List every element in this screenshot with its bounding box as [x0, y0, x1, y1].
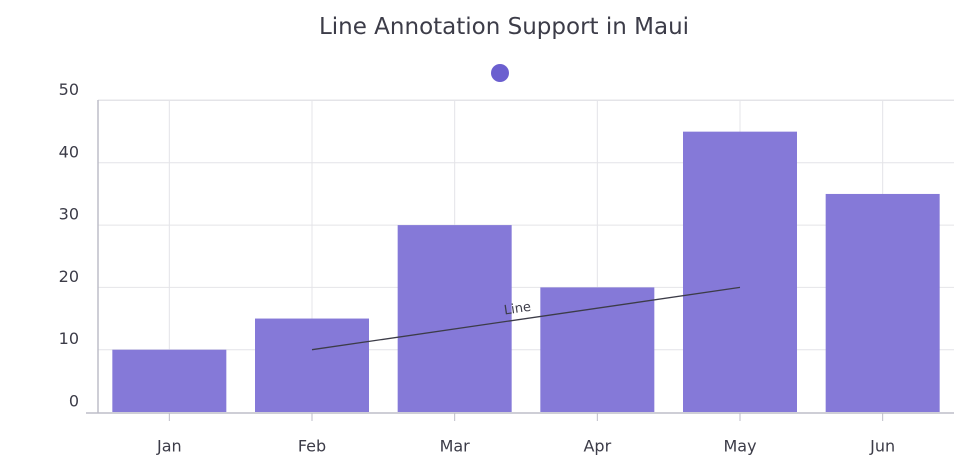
- y-tick-label: 20: [59, 267, 79, 286]
- bar-jan: [112, 349, 227, 412]
- x-tick-label: May: [723, 437, 756, 456]
- chart-title: Line Annotation Support in Maui: [318, 14, 690, 40]
- bar-may: [683, 131, 797, 412]
- x-tick-label: Mar: [440, 437, 471, 456]
- y-tick-label: 50: [59, 80, 79, 99]
- x-tick-label: Jan: [156, 437, 182, 456]
- annotation-label: Line: [503, 300, 532, 319]
- bar-jun: [825, 193, 940, 412]
- bar-apr: [540, 287, 655, 412]
- bar-mar: [397, 225, 512, 412]
- y-tick-label: 30: [59, 205, 79, 224]
- x-tick-label: Apr: [583, 437, 611, 456]
- x-tick-label: Jun: [869, 437, 895, 456]
- bar-feb: [255, 318, 369, 412]
- y-tick-label: 40: [59, 142, 79, 161]
- x-tick-label: Feb: [298, 437, 326, 456]
- legend-marker[interactable]: [491, 64, 509, 82]
- y-tick-label: 0: [69, 392, 79, 411]
- annotation-line: [311, 286, 741, 351]
- y-tick-label: 10: [59, 329, 79, 348]
